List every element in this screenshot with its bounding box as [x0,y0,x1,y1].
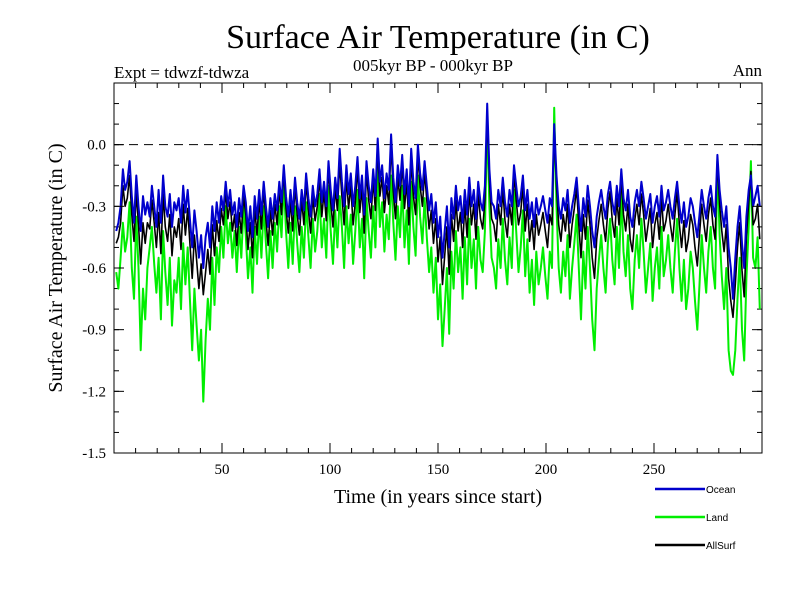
y-tick-label: 0.0 [87,138,106,154]
series-layer [115,102,761,403]
y-axis-label: Surface Air Temperature (in C) [45,143,67,392]
series-line-allsurf [115,113,761,319]
legend-label-ocean: Ocean [706,485,735,496]
x-axis: 50 100 150 200 250 [215,83,666,478]
x-tick-label: 200 [535,462,558,478]
x-axis-label: Time (in years since start) [334,486,542,508]
series-line-land [115,106,761,403]
experiment-label: Expt = tdwzf-tdwza [114,63,250,82]
x-tick-label: 150 [427,462,450,478]
y-tick-label: -0.9 [82,323,106,339]
plot-area [113,82,763,454]
legend: Ocean Land AllSurf [655,485,736,552]
y-tick-label: -1.2 [82,384,106,400]
chart-title: Surface Air Temperature (in C) [226,19,650,56]
chart-subtitle: 005kyr BP - 000kyr BP [353,56,513,75]
x-tick-label: 250 [643,462,666,478]
series-line-ocean [115,102,761,300]
season-label: Ann [733,61,763,80]
y-tick-label: -0.3 [82,199,106,215]
y-tick-label: -0.6 [82,261,106,277]
x-tick-label: 50 [215,462,230,478]
y-tick-label: -1.5 [82,446,106,462]
x-tick-label: 100 [319,462,342,478]
y-axis: -1.5 -1.2 -0.9 -0.6 -0.3 0.0 [82,138,762,462]
legend-label-allsurf: AllSurf [706,541,736,552]
legend-label-land: Land [706,513,728,524]
